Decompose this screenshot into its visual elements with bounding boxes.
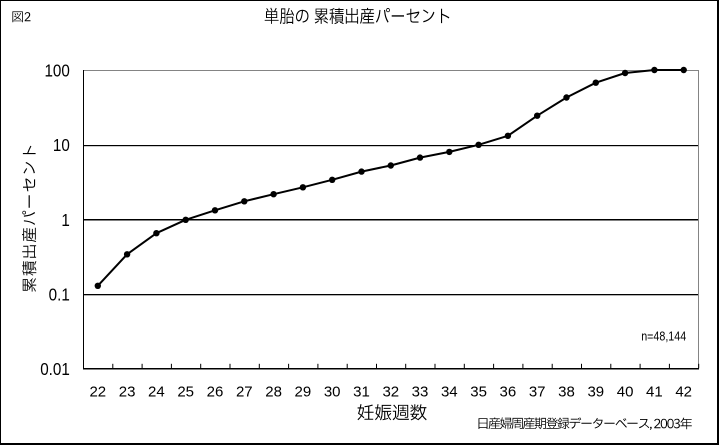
svg-text:23: 23 <box>119 384 136 401</box>
svg-text:n=48,144: n=48,144 <box>641 329 686 343</box>
svg-text:42: 42 <box>675 384 692 401</box>
svg-text:33: 33 <box>412 384 429 401</box>
svg-text:30: 30 <box>324 384 341 401</box>
svg-text:0.1: 0.1 <box>49 286 70 305</box>
svg-text:22: 22 <box>89 384 106 401</box>
svg-text:41: 41 <box>646 384 663 401</box>
svg-text:35: 35 <box>470 384 487 401</box>
svg-text:27: 27 <box>236 384 253 401</box>
svg-text:100: 100 <box>44 61 69 80</box>
svg-text:38: 38 <box>558 384 575 401</box>
svg-text:26: 26 <box>207 384 224 401</box>
svg-text:28: 28 <box>265 384 282 401</box>
svg-text:25: 25 <box>177 384 194 401</box>
svg-text:34: 34 <box>441 384 458 401</box>
svg-text:1: 1 <box>61 211 69 230</box>
svg-text:31: 31 <box>353 384 370 401</box>
svg-text:0.01: 0.01 <box>40 360 70 379</box>
svg-text:40: 40 <box>617 384 634 401</box>
svg-text:29: 29 <box>295 384 312 401</box>
svg-text:36: 36 <box>500 384 517 401</box>
svg-text:24: 24 <box>148 384 165 401</box>
svg-text:39: 39 <box>587 384 604 401</box>
svg-text:37: 37 <box>529 384 546 401</box>
svg-text:32: 32 <box>382 384 399 401</box>
svg-text:10: 10 <box>53 136 70 155</box>
